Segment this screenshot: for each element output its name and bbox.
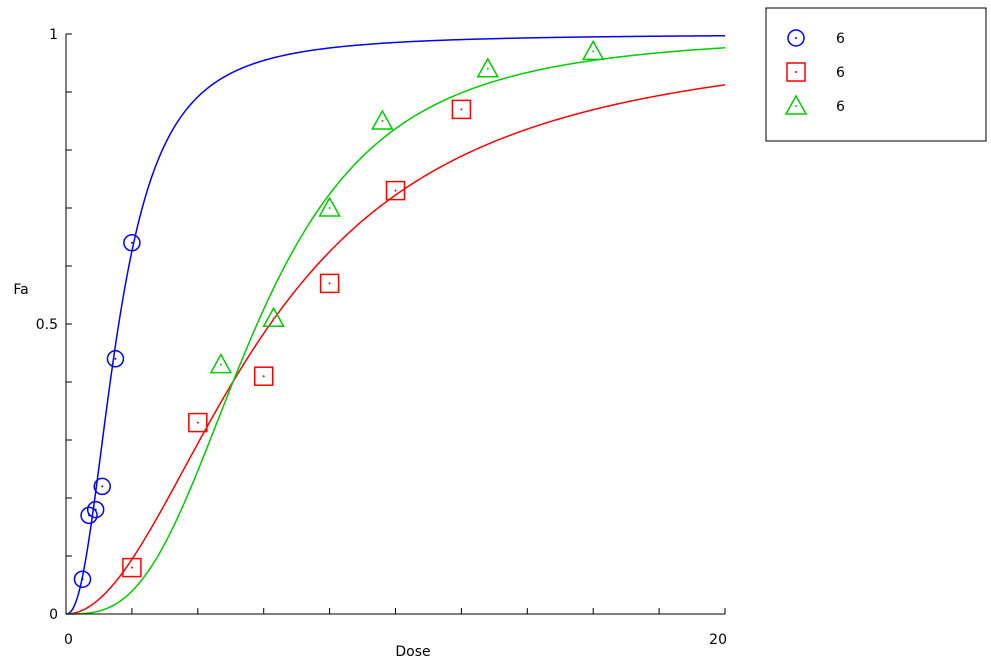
marker-center-dot [130, 241, 133, 244]
marker-square [188, 412, 208, 433]
data-point-s1-p4 [93, 477, 111, 496]
x-tick-labels: 0 20 [64, 632, 727, 648]
legend: 6 6 6 [765, 7, 987, 142]
y-tick-label: 1 [49, 27, 58, 43]
marker-circle [123, 234, 141, 252]
data-point-s1-p3 [86, 500, 105, 519]
marker-center-dot [795, 71, 797, 73]
marker-center-dot [795, 37, 797, 39]
marker-center-dot [460, 108, 463, 111]
marker-circle [93, 477, 111, 496]
data-point-s2-p1 [122, 557, 142, 578]
data-point-s3-p5 [476, 57, 500, 78]
marker-circle [80, 506, 98, 525]
y-tick-label: 0.5 [36, 317, 58, 333]
marker-square [385, 180, 406, 201]
legend-label-1: 6 [836, 31, 845, 47]
marker-center-dot [394, 189, 397, 192]
data-point-s3-p4 [371, 109, 394, 130]
data-point-s2-p2 [188, 412, 208, 433]
x-tick-label: 0 [64, 632, 73, 648]
marker-center-dot [381, 120, 384, 122]
legend-marker-2 [786, 62, 806, 82]
fit-curve-3 [66, 47, 726, 615]
data-point-s1-p1 [73, 570, 92, 588]
marker-center-dot [262, 375, 265, 378]
marker-circle [787, 29, 805, 47]
marker-triangle [371, 109, 394, 130]
legend-marker-1 [787, 29, 805, 47]
data-point-s1-p2 [80, 506, 98, 525]
fit-curve-2 [65, 84, 726, 615]
data-point-s2-p6 [451, 99, 472, 120]
data-point-s1-p5 [106, 350, 125, 368]
marker-center-dot [101, 485, 104, 488]
data-point-s3-p3 [318, 196, 341, 217]
data-point-s3-p6 [581, 39, 605, 61]
marker-triangle [262, 306, 285, 327]
marker-circle [86, 500, 105, 519]
data-point-s3-p1 [209, 353, 233, 374]
marker-center-dot [94, 508, 97, 511]
legend-entries: 6 6 6 [784, 29, 845, 115]
marker-center-dot [328, 207, 331, 209]
marker-center-dot [328, 282, 331, 285]
marker-center-dot [81, 578, 84, 581]
fit-curve-1 [65, 34, 726, 615]
y-tick-labels: 00.51 [36, 27, 58, 623]
marker-square [451, 99, 472, 120]
marker-circle [73, 570, 92, 588]
y-tick-label: 0 [49, 607, 58, 623]
marker-triangle [784, 94, 808, 115]
marker-square [319, 273, 340, 294]
marker-square [786, 62, 806, 82]
legend-label-3: 6 [836, 99, 845, 115]
marker-center-dot [130, 566, 133, 569]
plot-curves [65, 34, 726, 615]
y-ticks [66, 33, 72, 615]
axes: 0 20 00.51 Dose Fa [13, 27, 727, 660]
marker-triangle [318, 196, 341, 217]
data-point-s2-p4 [319, 273, 340, 294]
x-axis-title: Dose [395, 644, 430, 660]
marker-center-dot [592, 50, 595, 53]
y-axis-title: Fa [13, 282, 28, 298]
x-tick-label: 20 [709, 632, 727, 648]
marker-center-dot [219, 363, 222, 366]
plot-markers [73, 39, 605, 588]
marker-triangle [209, 353, 233, 374]
marker-center-dot [114, 357, 117, 360]
legend-label-2: 6 [836, 65, 845, 81]
data-point-s2-p5 [385, 180, 406, 201]
data-point-s3-p2 [262, 306, 285, 327]
marker-triangle [581, 39, 605, 61]
marker-square [253, 366, 274, 386]
marker-center-dot [196, 421, 199, 424]
data-point-s2-p3 [253, 366, 274, 386]
marker-center-dot [795, 105, 797, 107]
marker-center-dot [272, 317, 275, 320]
legend-box [765, 7, 987, 142]
x-ticks [65, 608, 726, 614]
legend-marker-3 [784, 94, 808, 115]
data-point-s1-p6 [123, 234, 141, 252]
marker-center-dot [486, 67, 489, 70]
marker-triangle [476, 57, 500, 78]
marker-circle [106, 350, 125, 368]
marker-square [122, 557, 142, 578]
